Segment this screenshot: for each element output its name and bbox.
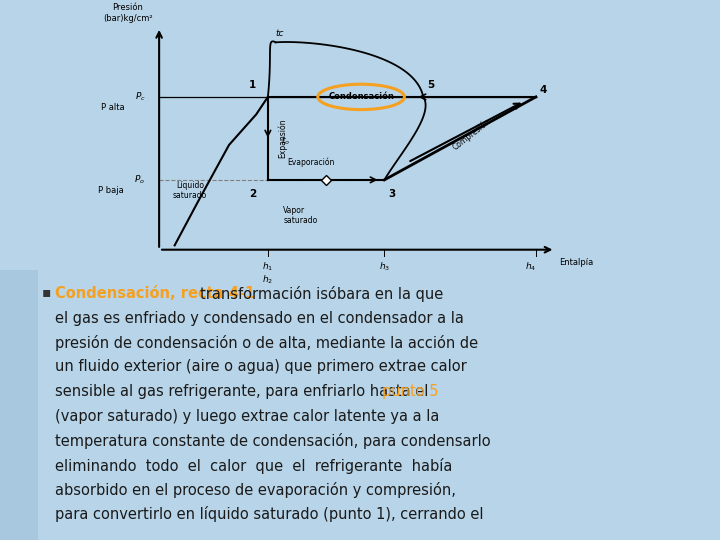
Text: 5: 5 — [427, 80, 434, 90]
Text: transformación isóbara en la que: transformación isóbara en la que — [200, 286, 444, 302]
Text: el gas es enfriado y condensado en el condensador a la: el gas es enfriado y condensado en el co… — [55, 310, 464, 326]
Text: $P_o$: $P_o$ — [135, 173, 145, 186]
Text: 3: 3 — [388, 188, 395, 199]
Text: 1: 1 — [249, 80, 256, 90]
Text: $t_o$: $t_o$ — [282, 134, 291, 147]
Text: punto 5: punto 5 — [382, 384, 438, 399]
Text: Expansión: Expansión — [278, 119, 287, 158]
Text: Condensación: Condensación — [328, 92, 394, 102]
Text: $h_3$: $h_3$ — [379, 261, 390, 273]
Text: para convertirlo en líquido saturado (punto 1), cerrando el: para convertirlo en líquido saturado (pu… — [55, 507, 484, 523]
Text: Vapor
saturado: Vapor saturado — [284, 206, 318, 225]
Text: ▪: ▪ — [42, 285, 51, 299]
Text: temperatura constante de condensación, para condensarlo: temperatura constante de condensación, p… — [55, 433, 490, 449]
Text: P alta: P alta — [101, 103, 124, 112]
Text: Condensación, recta 4-1: Condensación, recta 4-1 — [55, 286, 260, 301]
Text: $h_1$: $h_1$ — [262, 261, 274, 273]
Text: 4: 4 — [540, 85, 547, 94]
Text: Compresión: Compresión — [451, 116, 492, 152]
Text: eliminando  todo  el  calor  que  el  refrigerante  había: eliminando todo el calor que el refriger… — [55, 457, 452, 474]
Text: presión de condensación o de alta, mediante la acción de: presión de condensación o de alta, media… — [55, 335, 478, 351]
Text: Presión
(bar)kg/cm²: Presión (bar)kg/cm² — [103, 3, 153, 23]
Text: un fluido exterior (aire o agua) que primero extrae calor: un fluido exterior (aire o agua) que pri… — [55, 360, 467, 375]
Text: tc: tc — [275, 29, 284, 38]
Text: P baja: P baja — [99, 186, 124, 195]
Text: Entalpía: Entalpía — [559, 259, 593, 267]
Text: (vapor saturado) y luego extrae calor latente ya a la: (vapor saturado) y luego extrae calor la… — [55, 408, 439, 423]
Text: Evaporación: Evaporación — [287, 157, 335, 167]
Text: absorbido en el proceso de evaporación y compresión,: absorbido en el proceso de evaporación y… — [55, 482, 456, 498]
Text: Líquido
saturado: Líquido saturado — [173, 181, 207, 200]
Text: $P_c$: $P_c$ — [135, 91, 145, 103]
Text: $h_2$: $h_2$ — [262, 274, 274, 286]
Bar — [0, 270, 38, 540]
Text: $h_4$: $h_4$ — [525, 261, 536, 273]
Text: sensible al gas refrigerante, para enfriarlo hasta el: sensible al gas refrigerante, para enfri… — [55, 384, 433, 399]
Text: 2: 2 — [249, 188, 256, 199]
